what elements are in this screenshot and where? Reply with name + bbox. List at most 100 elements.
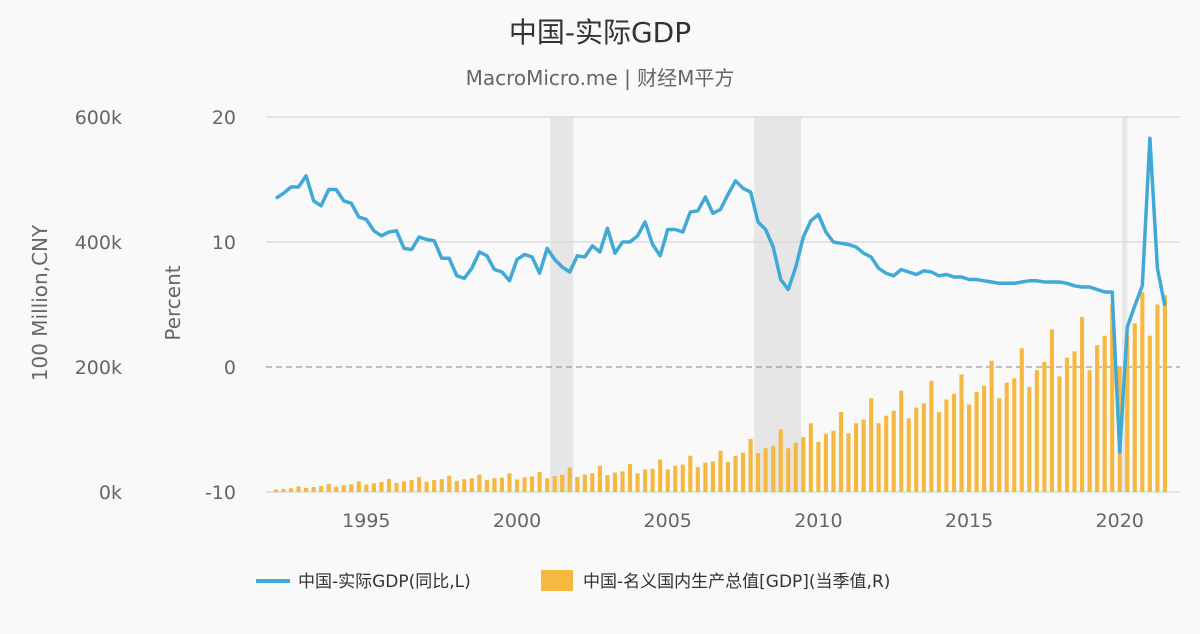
bar	[334, 486, 339, 492]
bar	[620, 471, 625, 492]
bar	[1027, 387, 1032, 492]
bar	[891, 410, 896, 492]
bar	[1095, 345, 1100, 492]
bar	[861, 419, 866, 492]
left-tick-label: 0k	[99, 482, 122, 504]
bar	[477, 474, 482, 492]
bar	[304, 487, 309, 492]
bar	[1087, 370, 1092, 492]
bar	[522, 477, 527, 492]
bar	[756, 453, 761, 492]
bar	[959, 374, 964, 492]
bar	[597, 465, 602, 492]
legend-item-bar[interactable]: 中国-名义国内生产总值[GDP](当季值,R)	[541, 570, 890, 592]
line-path	[274, 136, 1167, 454]
left-axis-title: 100 Million,CNY	[28, 224, 52, 381]
bar	[921, 403, 926, 492]
legend: 中国-实际GDP(同比,L) 中国-名义国内生产总值[GDP](当季值,R)	[256, 570, 890, 592]
bar	[575, 477, 580, 492]
legend-bar-label: 中国-名义国内生产总值[GDP](当季值,R)	[583, 572, 890, 592]
bar	[1057, 376, 1062, 492]
x-axis-ticks: 1995 2000 2005 2010 2015 2020	[342, 510, 1144, 532]
chart-title: 中国-实际GDP	[509, 16, 691, 49]
left-tick-label: 400k	[75, 232, 122, 254]
bar	[906, 418, 911, 492]
bar	[454, 480, 459, 492]
bar	[740, 452, 746, 492]
bar	[936, 412, 941, 492]
bar	[718, 450, 723, 492]
bar-series	[273, 292, 1168, 492]
bar	[643, 469, 648, 492]
recession-band	[754, 117, 802, 492]
bar	[929, 380, 934, 492]
bar	[1162, 295, 1168, 492]
bar	[982, 385, 987, 492]
left-tick-label: 200k	[75, 357, 122, 379]
bar	[1012, 378, 1017, 492]
bar	[1132, 323, 1137, 492]
bar	[951, 393, 957, 492]
bar	[831, 430, 836, 492]
bar	[447, 475, 452, 492]
bar	[710, 461, 715, 492]
x-tick-label: 2015	[945, 510, 993, 532]
bar	[786, 448, 791, 492]
right-axis-ticks: -10 0 10 20	[205, 107, 236, 504]
bar	[281, 488, 286, 492]
bar	[974, 392, 979, 492]
bar	[439, 479, 444, 492]
legend-item-line[interactable]: 中国-实际GDP(同比,L)	[256, 572, 471, 592]
x-tick-label: 1995	[342, 510, 390, 532]
bar	[582, 474, 587, 492]
bar	[379, 482, 384, 492]
bar	[409, 480, 414, 492]
bar	[1125, 335, 1130, 492]
bar	[997, 398, 1002, 492]
bar	[319, 486, 324, 492]
bar	[853, 423, 859, 492]
bar	[733, 455, 738, 492]
recession-band	[550, 117, 574, 492]
bar	[273, 489, 279, 492]
bar	[401, 481, 407, 492]
bar	[356, 481, 361, 492]
x-tick-label: 2000	[493, 510, 541, 532]
bar	[326, 483, 331, 492]
right-tick-label: 10	[212, 232, 236, 254]
bar	[288, 488, 294, 492]
bar	[605, 475, 610, 492]
bar	[989, 360, 994, 492]
bar	[1147, 335, 1152, 492]
x-tick-label: 2005	[644, 510, 692, 532]
bar	[590, 473, 595, 492]
bar	[771, 445, 776, 492]
bar	[432, 480, 437, 492]
bar	[808, 423, 813, 492]
bar	[537, 472, 542, 492]
x-tick-label: 2010	[794, 510, 842, 532]
bar	[507, 473, 512, 492]
bar	[725, 462, 731, 492]
bar	[778, 429, 783, 492]
bar	[469, 478, 474, 492]
bar	[823, 433, 828, 492]
bar	[492, 478, 497, 492]
bar	[462, 479, 467, 492]
bar	[1102, 335, 1107, 492]
bar	[545, 478, 550, 492]
bar	[567, 467, 572, 492]
bar	[846, 433, 851, 492]
bar	[499, 477, 505, 492]
bar	[680, 464, 685, 492]
bar	[371, 483, 376, 492]
bar	[688, 455, 693, 492]
bar	[703, 462, 708, 492]
line-series	[274, 136, 1167, 454]
bar	[650, 468, 655, 492]
bar	[1079, 317, 1085, 492]
bar	[635, 473, 640, 492]
bar	[386, 478, 392, 492]
